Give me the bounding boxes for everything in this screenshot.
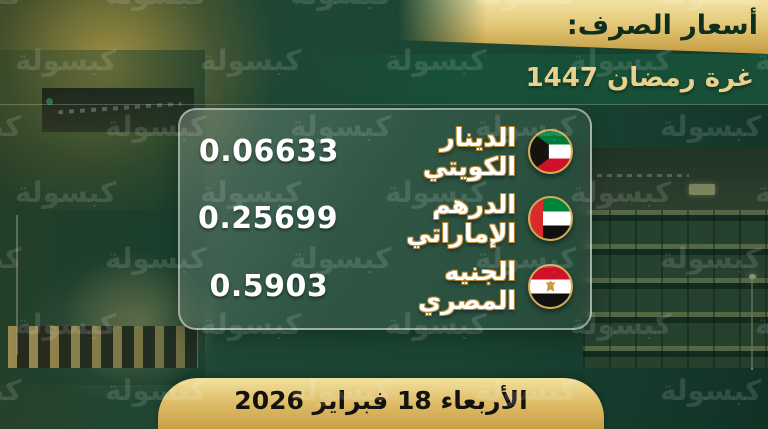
lamp-light (749, 274, 756, 279)
rate-row-uae-dirham: 0.25699 الدرهم الإماراتي (198, 187, 575, 251)
watermark-text: كبسولة (660, 374, 762, 407)
watermark-text: كبسولة (660, 110, 762, 143)
egypt-eagle-emblem (545, 280, 556, 292)
hijri-date-subtitle: غرة رمضان 1447 (525, 63, 754, 93)
gregorian-date-bar: الأربعاء 18 فبراير 2026 (158, 378, 604, 429)
rate-value: 0.5903 (209, 268, 329, 304)
page-title: أسعار الصرف: (566, 10, 758, 41)
header-green-strip: غرة رمضان 1447 (0, 54, 768, 105)
central-bank-building-right (583, 148, 768, 370)
kuwait-flag-trapezoid (530, 131, 549, 173)
rate-row-egyptian-pound: 0.5903 الجنيه المصري (198, 254, 575, 318)
building-arcade (8, 326, 198, 368)
lamp-pole (16, 215, 18, 355)
currency-name: الدرهم الإماراتي (406, 189, 516, 248)
currency-name: الجنيه المصري (418, 257, 516, 316)
rate-row-kuwaiti-dinar: 0.06633 الدينار الكويتي (198, 120, 575, 184)
watermark-text: كبسولة (290, 0, 391, 11)
exchange-rates-card: 0.06633 الدينار الكويتي 0.25699 الدرهم ا… (178, 108, 592, 330)
building-sign (689, 184, 715, 195)
kuwait-flag-icon (528, 129, 573, 175)
egypt-flag-icon (528, 263, 573, 309)
rate-value: 0.06633 (198, 134, 340, 170)
uae-flag-red-band (530, 198, 543, 240)
building-calligraphy (597, 174, 689, 177)
building-parapet (583, 148, 768, 210)
header-gold-band: أسعار الصرف: (398, 0, 768, 54)
building-window-floors (583, 210, 768, 368)
building-facade (42, 88, 194, 340)
date-text: الأربعاء 18 فبراير 2026 (234, 386, 528, 415)
currency-name: الدينار الكويتي (422, 122, 516, 181)
rate-value: 0.25699 (198, 201, 339, 237)
uae-flag-icon (528, 196, 573, 242)
lamp-pole (751, 278, 753, 370)
